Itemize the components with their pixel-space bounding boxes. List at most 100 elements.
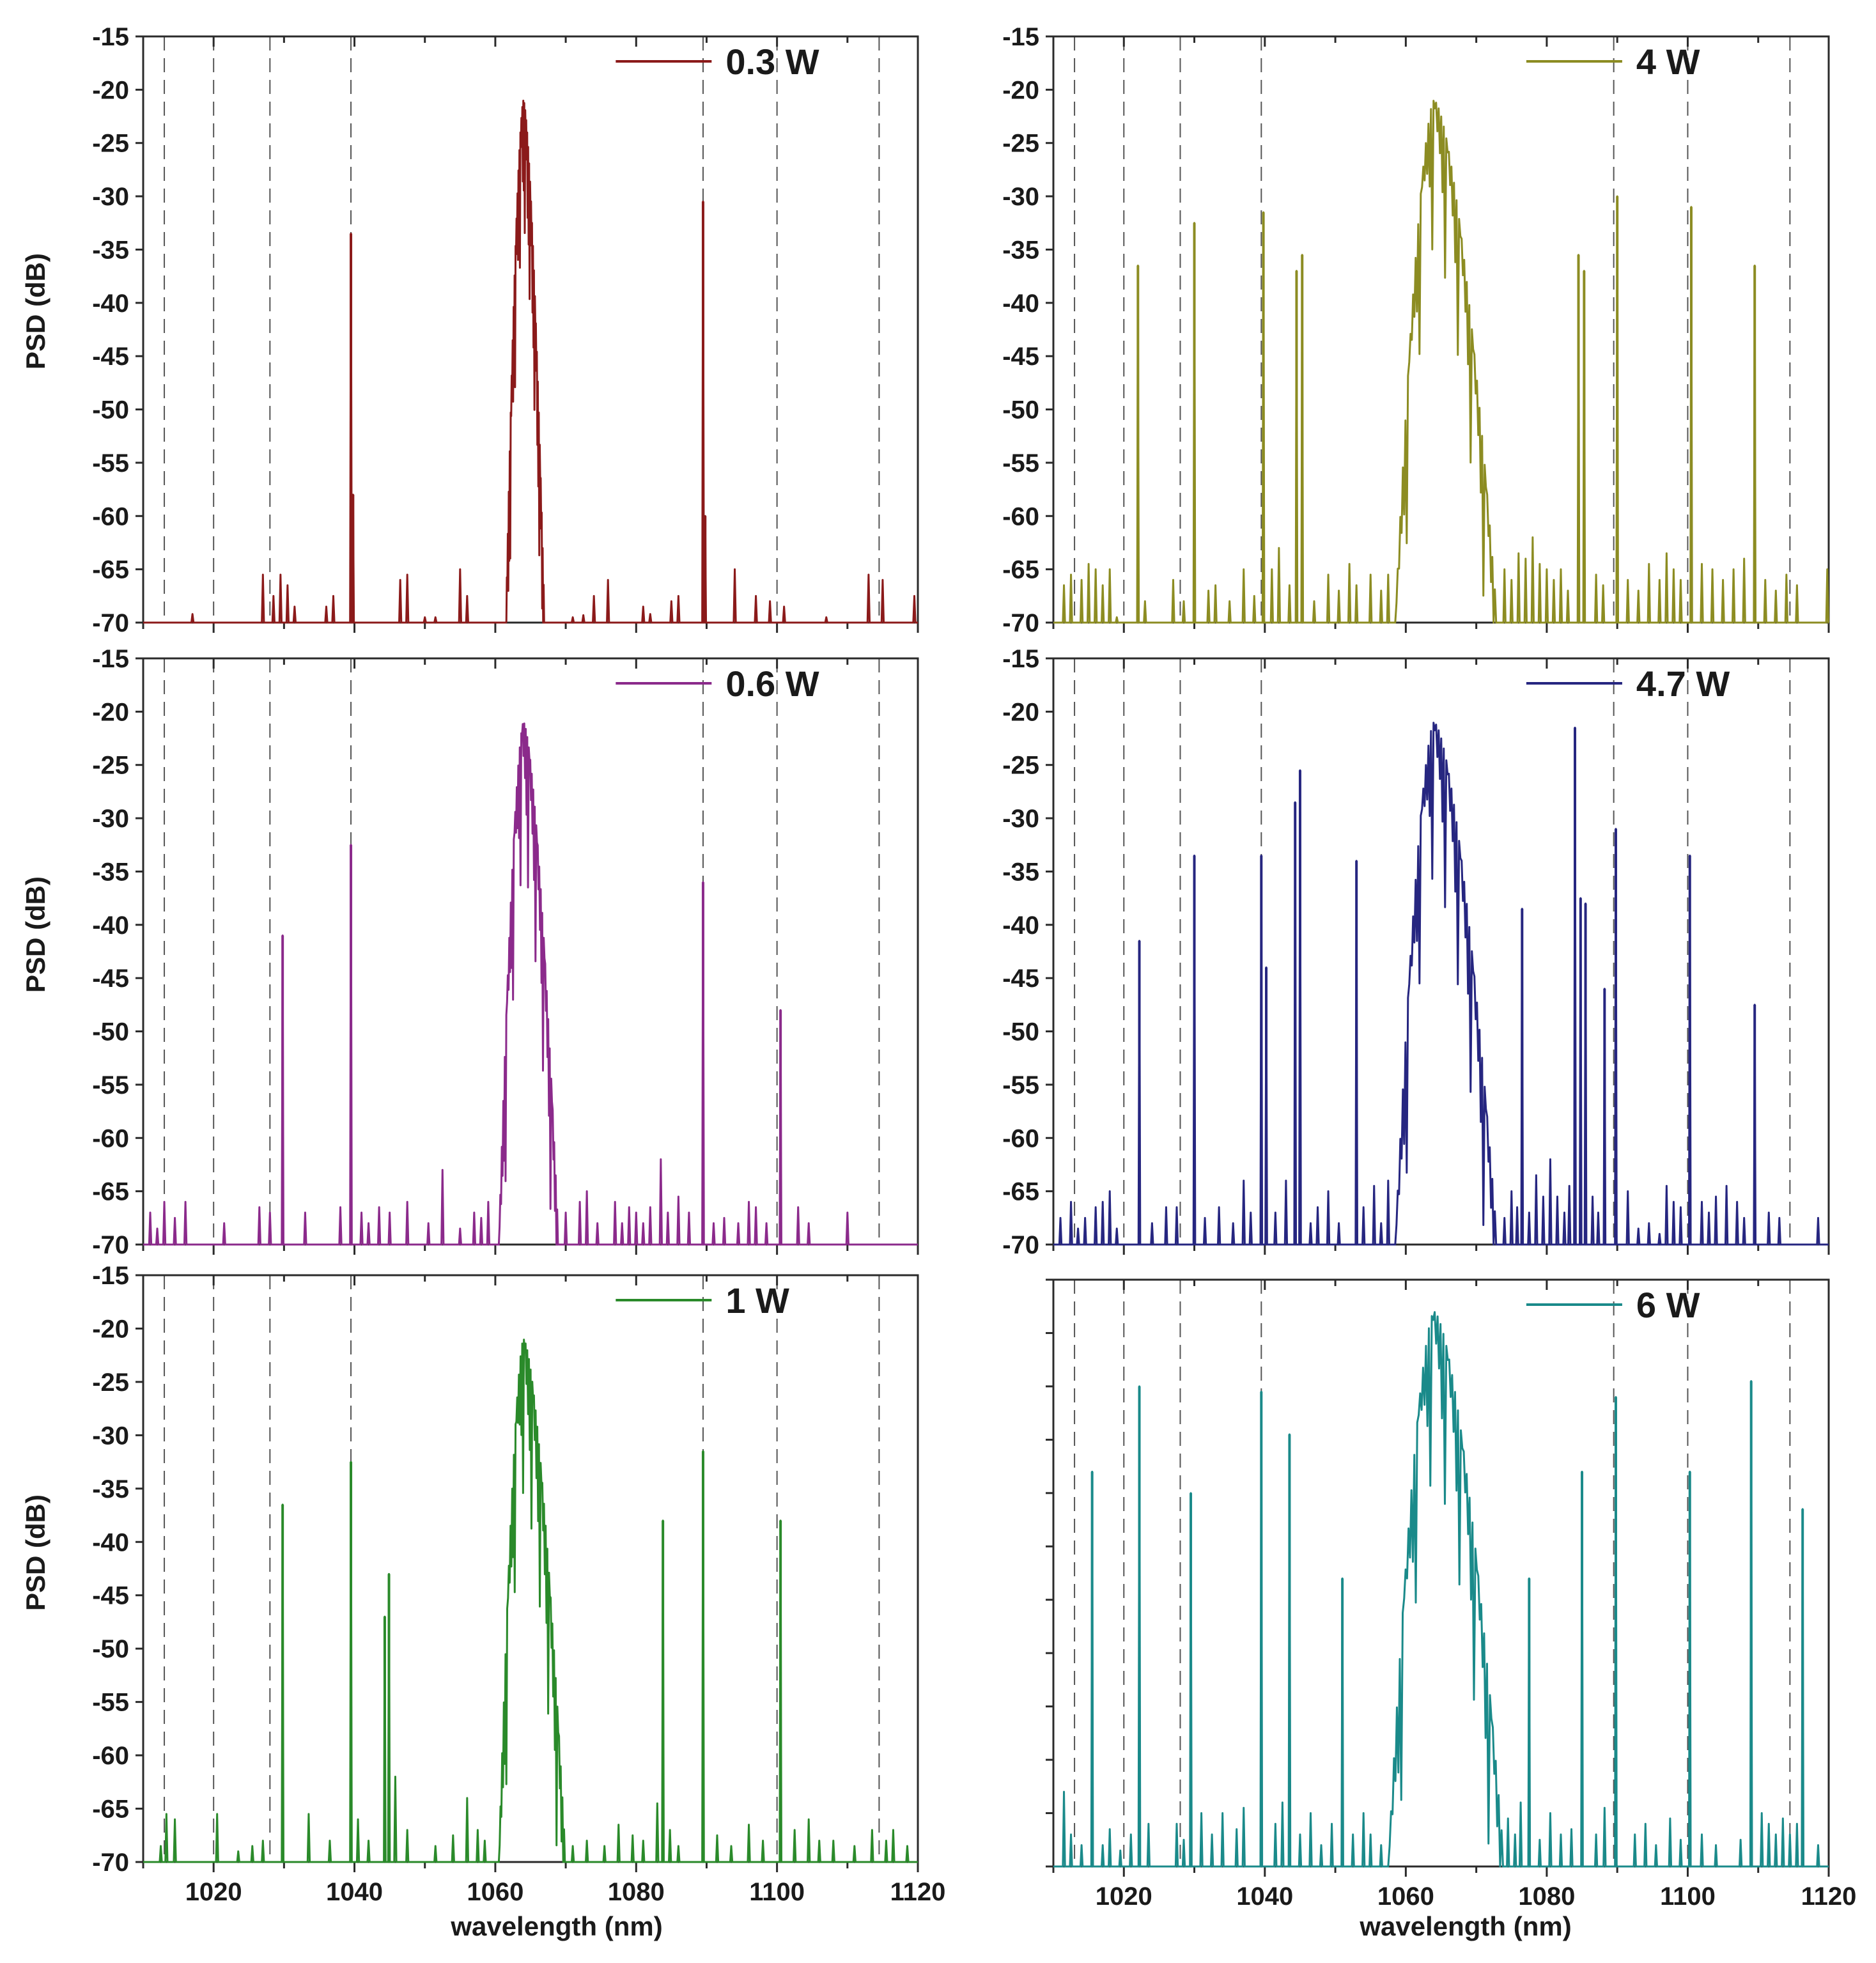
y-tick-label: -35: [92, 1475, 129, 1503]
y-tick-label: -60: [92, 502, 129, 531]
x-tick-label: 1120: [890, 1878, 946, 1906]
y-tick-label: -40: [92, 1528, 129, 1556]
y-tick-label: -35: [1002, 858, 1039, 886]
y-tick-label: -40: [92, 912, 129, 940]
x-tick-label: 1020: [185, 1878, 242, 1906]
y-tick-label: -45: [1002, 343, 1039, 371]
y-tick-label: -30: [92, 183, 129, 211]
x-tick-label: 1120: [1801, 1882, 1857, 1911]
y-tick-label: -70: [1002, 609, 1039, 637]
y-tick-label: -70: [92, 609, 129, 637]
y-tick-label: -50: [92, 1018, 129, 1046]
plot-frame: [1052, 1278, 1830, 1868]
legend-label: 4 W: [1636, 42, 1700, 82]
y-tick-label: -65: [1002, 1178, 1039, 1206]
y-tick-label: -20: [92, 76, 129, 104]
y-tick-label: -45: [92, 1582, 129, 1610]
y-axis-title-middle: PSD (dB): [20, 876, 50, 993]
y-tick-label: -35: [92, 236, 129, 264]
y-tick-label: -20: [92, 698, 129, 726]
y-tick-label: -65: [92, 1178, 129, 1206]
spectrum-line: [143, 1338, 918, 1863]
y-tick-label: -45: [92, 965, 129, 993]
y-tick-label: -45: [1002, 965, 1039, 993]
y-tick-label: -20: [1002, 698, 1039, 726]
y-tick-label: -55: [1002, 449, 1039, 477]
y-tick-label: -20: [1002, 76, 1039, 104]
plot-frame: [1052, 35, 1830, 624]
y-tick-label: -50: [92, 1635, 129, 1663]
y-tick-label: -25: [1002, 130, 1039, 158]
y-tick-label: -35: [92, 858, 129, 886]
x-tick-label: 1080: [1518, 1882, 1575, 1911]
y-tick-label: -50: [1002, 396, 1039, 424]
y-tick-label: -65: [1002, 556, 1039, 584]
x-tick-label: 1060: [1377, 1882, 1434, 1911]
spectrum-line: [143, 100, 918, 624]
y-tick-label: -55: [92, 449, 129, 477]
plot-frame: [142, 657, 919, 1246]
spectrum-line: [143, 722, 918, 1246]
legend-label: 4.7 W: [1636, 663, 1730, 704]
y-axis-title-bottom: PSD (dB): [20, 1494, 50, 1611]
y-tick-label: -25: [92, 752, 129, 780]
y-tick-label: -45: [92, 343, 129, 371]
plot-frame: [142, 1274, 919, 1863]
plot-frame: [1052, 657, 1830, 1246]
x-tick-label: 1060: [467, 1878, 523, 1906]
y-axis-title-top: PSD (dB): [20, 253, 50, 369]
chart-panel: 1020 1040 1060 1080 1100 1120 -15 -20 -25 -30 -35 -…: [92, 1262, 945, 1906]
y-tick-label: -55: [92, 1071, 129, 1099]
legend-label: 0.3 W: [725, 42, 819, 82]
y-tick-label: -60: [92, 1124, 129, 1152]
y-tick-label: -60: [1002, 1124, 1039, 1152]
y-tick-label: -15: [92, 23, 129, 51]
spectrum-line: [1053, 722, 1829, 1246]
y-tick-label: -35: [1002, 236, 1039, 264]
chart-panel: -15 -20 -25 -30 -35 -40 -45 -50 -55 -60 -65 -70 4 W: [1002, 23, 1830, 637]
x-tick-label: 1040: [326, 1878, 383, 1906]
y-tick-label: -50: [92, 396, 129, 424]
y-tick-label: -30: [92, 1422, 129, 1450]
x-tick-label: 1020: [1096, 1882, 1152, 1911]
y-tick-label: -60: [1002, 502, 1039, 531]
y-tick-label: -40: [1002, 912, 1039, 940]
y-tick-label: -55: [1002, 1071, 1039, 1099]
y-tick-label: -50: [1002, 1018, 1039, 1046]
y-tick-label: -60: [92, 1742, 129, 1770]
y-tick-label: -20: [92, 1315, 129, 1343]
y-tick-label: -15: [92, 645, 129, 673]
y-tick-label: -25: [92, 130, 129, 158]
y-tick-label: -30: [92, 805, 129, 833]
spectrum-line: [1053, 100, 1829, 624]
legend-label: 1 W: [725, 1280, 789, 1321]
x-axis-title-right: wavelength (nm): [1359, 1911, 1571, 1941]
spectrum-line: [1053, 1311, 1829, 1868]
y-tick-label: -70: [92, 1231, 129, 1259]
chart-panel: -15 -20 -25 -30 -35 -40 -45 -50 -55 -60 -65 -70 4.7 …: [1002, 645, 1830, 1259]
y-tick-label: -25: [1002, 752, 1039, 780]
y-tick-label: -30: [1002, 805, 1039, 833]
x-tick-label: 1100: [1660, 1882, 1716, 1911]
y-tick-label: -15: [1002, 23, 1039, 51]
legend-label: 6 W: [1636, 1285, 1700, 1325]
y-tick-label: -30: [1002, 183, 1039, 211]
y-tick-label: -40: [92, 290, 129, 318]
y-tick-label: -70: [1002, 1231, 1039, 1259]
chart-panel: -15 -20 -25 -30 -35 -40 -45 -50 -55 -60 -65 -70 0.3 …: [92, 23, 919, 637]
y-tick-label: -15: [1002, 645, 1039, 673]
chart-panel: 1020 1040 1060 1080 1100 1120 6 W: [1046, 1278, 1857, 1911]
y-tick-label: -65: [92, 556, 129, 584]
y-tick-label: -70: [92, 1849, 129, 1877]
x-tick-label: 1080: [608, 1878, 665, 1906]
y-tick-label: -25: [92, 1369, 129, 1397]
y-tick-label: -65: [92, 1796, 129, 1824]
x-tick-label: 1100: [749, 1878, 805, 1906]
x-axis-title-left: wavelength (nm): [450, 1911, 662, 1941]
y-tick-label: -55: [92, 1689, 129, 1717]
y-tick-label: -40: [1002, 290, 1039, 318]
y-tick-label: -15: [92, 1262, 129, 1290]
plot-frame: [142, 35, 919, 624]
legend-label: 0.6 W: [725, 663, 819, 704]
